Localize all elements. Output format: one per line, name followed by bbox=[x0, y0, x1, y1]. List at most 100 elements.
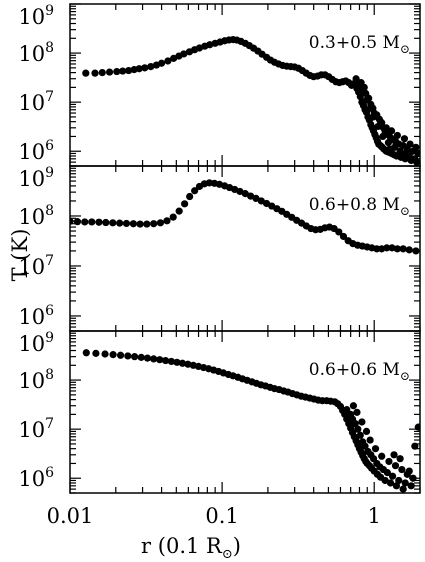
data-point bbox=[135, 65, 143, 73]
data-point bbox=[180, 50, 188, 58]
y-axis-label-group: T (K) bbox=[8, 229, 32, 282]
data-point bbox=[378, 452, 386, 460]
data-point bbox=[382, 124, 390, 132]
y-tick-exponent: 7 bbox=[45, 89, 54, 105]
y-tick-exponent: 6 bbox=[45, 465, 54, 481]
y-ticks bbox=[70, 165, 420, 332]
y-tick-base: 10 bbox=[18, 332, 45, 356]
data-point bbox=[395, 476, 403, 485]
data-points bbox=[70, 179, 420, 255]
y-tick-exponent: 7 bbox=[45, 416, 54, 432]
data-point bbox=[393, 131, 401, 140]
data-point bbox=[88, 218, 96, 226]
data-point bbox=[109, 351, 117, 359]
data-point bbox=[116, 219, 124, 227]
data-point bbox=[351, 419, 359, 428]
data-point bbox=[119, 67, 127, 75]
y-tick-base: 10 bbox=[18, 5, 45, 29]
data-point bbox=[169, 213, 177, 221]
data-point bbox=[349, 402, 358, 410]
y-tick-exponent: 6 bbox=[45, 303, 54, 319]
data-point bbox=[412, 247, 420, 255]
data-point bbox=[376, 118, 385, 126]
y-tick-base: 10 bbox=[18, 140, 45, 164]
data-point bbox=[175, 207, 183, 215]
data-point bbox=[356, 431, 364, 439]
y-tick-label: 108 bbox=[18, 367, 54, 393]
data-point bbox=[343, 406, 351, 414]
y-tick-label: 107 bbox=[18, 416, 54, 442]
data-point bbox=[414, 423, 420, 431]
x-axis-label-solar-symbol: ⊙ bbox=[222, 547, 233, 562]
y-tick-label: 109 bbox=[18, 3, 54, 29]
data-point bbox=[164, 57, 172, 65]
data-point bbox=[366, 436, 374, 444]
y-tick-label: 107 bbox=[18, 89, 54, 115]
panel-label: 0.3+0.5 M⊙ bbox=[309, 33, 410, 56]
data-point bbox=[353, 408, 361, 416]
y-tick-base: 10 bbox=[18, 305, 45, 329]
data-point bbox=[82, 69, 90, 77]
data-point bbox=[411, 155, 419, 163]
data-point bbox=[369, 113, 378, 121]
data-point bbox=[409, 474, 417, 482]
y-tick-base: 10 bbox=[18, 167, 45, 191]
data-point bbox=[391, 462, 400, 470]
data-point bbox=[339, 232, 348, 241]
data-points bbox=[82, 36, 420, 166]
data-point bbox=[401, 479, 409, 487]
y-tick-base: 10 bbox=[18, 467, 45, 491]
data-point bbox=[150, 220, 158, 228]
data-point bbox=[122, 219, 131, 228]
data-point bbox=[384, 138, 393, 147]
x-tick-label: 0.01 bbox=[47, 504, 94, 528]
data-point bbox=[371, 445, 380, 453]
panel-label-solar-symbol: ⊙ bbox=[400, 369, 410, 383]
data-point bbox=[383, 244, 391, 252]
x-axis-label-main: r (0.1 R bbox=[141, 534, 223, 558]
y-tick-label: 108 bbox=[18, 203, 54, 229]
x-tick-label: 1 bbox=[368, 504, 381, 528]
data-point bbox=[102, 218, 110, 227]
data-point bbox=[414, 149, 420, 158]
data-point bbox=[125, 66, 133, 75]
y-tick-exponent: 8 bbox=[45, 40, 54, 56]
data-point bbox=[136, 220, 144, 228]
data-point bbox=[405, 152, 413, 160]
data-point bbox=[101, 350, 109, 358]
y-tick-label: 106 bbox=[18, 303, 54, 329]
data-point bbox=[393, 245, 401, 253]
data-point bbox=[354, 425, 362, 433]
data-point bbox=[359, 87, 367, 95]
data-point bbox=[143, 220, 151, 228]
y-ticks bbox=[70, 3, 420, 167]
data-point bbox=[156, 219, 165, 227]
data-point bbox=[147, 63, 155, 71]
data-point bbox=[352, 75, 360, 83]
data-point bbox=[379, 132, 387, 141]
y-axis-label: T (K) bbox=[8, 229, 32, 282]
data-point bbox=[383, 469, 391, 477]
y-tick-label: 106 bbox=[18, 465, 54, 491]
data-point bbox=[73, 218, 82, 226]
data-point bbox=[163, 217, 171, 225]
data-point bbox=[116, 351, 125, 359]
y-tick-base: 10 bbox=[18, 369, 45, 393]
x-ticks bbox=[69, 4, 421, 166]
data-point bbox=[388, 244, 396, 252]
data-point bbox=[82, 349, 90, 357]
data-point bbox=[150, 355, 158, 363]
data-point bbox=[131, 353, 139, 361]
data-point bbox=[92, 349, 100, 357]
data-point bbox=[157, 59, 166, 67]
data-point bbox=[95, 218, 103, 226]
panel-label-text: 0.3+0.5 M bbox=[309, 33, 400, 53]
x-axis-label: r (0.1 R⊙) bbox=[141, 534, 241, 562]
x-axis-label-group: r (0.1 R⊙) bbox=[141, 534, 241, 562]
